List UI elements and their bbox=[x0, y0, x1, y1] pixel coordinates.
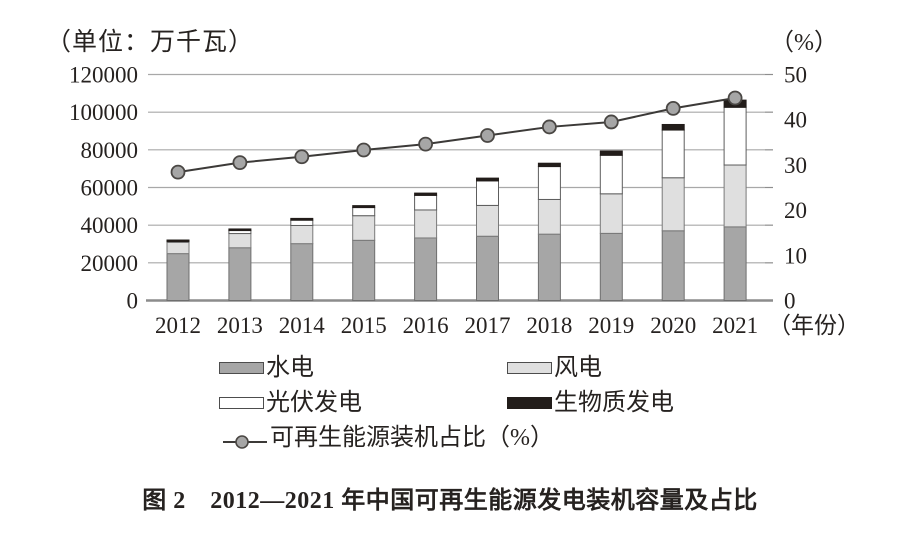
legend-swatch-solar bbox=[219, 397, 264, 409]
legend-item-wind: 风电 bbox=[507, 355, 602, 381]
left-axis-tick-label: 100000 bbox=[69, 100, 138, 125]
bar-segment-光伏发电-2014 bbox=[290, 219, 314, 226]
right-axis-tick-label: 40 bbox=[784, 108, 807, 133]
left-axis-tick-label: 20000 bbox=[81, 251, 139, 276]
bar-segment-风电-2020 bbox=[661, 177, 685, 232]
bar-segment-水电-2020 bbox=[661, 230, 685, 301]
legend-item-solar: 光伏发电 bbox=[219, 390, 362, 416]
bar-segment-生物质发电-2016 bbox=[414, 192, 438, 196]
bar-segment-风电-2019 bbox=[599, 193, 623, 234]
x-axis-label-2018: 2018 bbox=[526, 313, 572, 338]
ratio-point-2015 bbox=[356, 142, 372, 158]
bar-segment-风电-2018 bbox=[537, 198, 561, 235]
right-axis-tick-label: 50 bbox=[784, 63, 807, 88]
x-axis-label-2020: 2020 bbox=[650, 313, 696, 338]
legend-label-solar: 光伏发电 bbox=[266, 390, 362, 416]
ratio-line bbox=[177, 97, 736, 174]
bar-segment-生物质发电-2012 bbox=[166, 239, 190, 243]
bar-segment-水电-2014 bbox=[290, 243, 314, 301]
bar-segment-生物质发电-2018 bbox=[537, 162, 561, 168]
ratio-point-2018 bbox=[542, 119, 557, 135]
bar-segment-水电-2015 bbox=[352, 239, 376, 301]
right-axis-tick-label: 10 bbox=[784, 243, 807, 268]
figure-caption: 图 2 2012—2021 年中国可再生能源发电装机容量及占比 bbox=[142, 488, 758, 514]
bar-segment-风电-2016 bbox=[414, 209, 438, 239]
bar-segment-风电-2014 bbox=[290, 224, 314, 245]
legend-swatch-wind bbox=[507, 362, 552, 374]
legend-swatch-biomass bbox=[507, 397, 552, 409]
bar-segment-风电-2021 bbox=[723, 164, 747, 228]
bar-segment-光伏发电-2017 bbox=[476, 180, 499, 206]
bar-segment-生物质发电-2019 bbox=[599, 150, 623, 156]
bar-segment-生物质发电-2013 bbox=[228, 228, 252, 232]
x-axis-label-2021: 2021 bbox=[712, 313, 758, 338]
ratio-point-2012 bbox=[170, 164, 186, 180]
bar-segment-风电-2017 bbox=[476, 204, 499, 237]
left-axis-tick-label: 60000 bbox=[81, 176, 139, 201]
left-axis-tick-label: 120000 bbox=[69, 63, 138, 88]
bar-segment-水电-2017 bbox=[476, 235, 499, 301]
legend-label-wind: 风电 bbox=[554, 355, 602, 381]
bar-segment-风电-2015 bbox=[352, 215, 376, 241]
ratio-point-2020 bbox=[665, 101, 681, 116]
left-axis-unit-label: （单位：万千瓦） bbox=[46, 29, 255, 56]
chart-canvas: 0 20000 40000 60000 80000 100000 120000 0 10 20 30… bbox=[69, 63, 860, 339]
bar-segment-水电-2019 bbox=[599, 232, 623, 302]
bar-segment-光伏发电-2021 bbox=[723, 106, 747, 166]
bar-segment-水电-2018 bbox=[537, 233, 561, 301]
right-axis-tick-label: 20 bbox=[784, 198, 807, 223]
bar-segment-水电-2012 bbox=[166, 253, 190, 302]
bar-segment-生物质发电-2014 bbox=[290, 217, 314, 221]
ratio-point-2019 bbox=[603, 114, 619, 130]
x-axis-label-2017: 2017 bbox=[465, 313, 511, 338]
ratio-point-2013 bbox=[232, 155, 248, 171]
x-axis-label-2016: 2016 bbox=[403, 313, 449, 338]
legend-item-hydro: 水电 bbox=[219, 355, 314, 381]
legend-swatch-hydro bbox=[219, 362, 264, 374]
left-axis-tick-label: 80000 bbox=[81, 138, 139, 163]
left-axis-tick-label: 0 bbox=[127, 289, 139, 314]
x-axis-label-2014: 2014 bbox=[279, 313, 326, 338]
right-axis-unit-label: （%） bbox=[770, 30, 838, 56]
bar-segment-水电-2013 bbox=[228, 247, 252, 301]
bar-segment-生物质发电-2015 bbox=[352, 205, 376, 209]
bar-segment-水电-2016 bbox=[414, 237, 438, 302]
bar-segment-光伏发电-2016 bbox=[414, 194, 438, 211]
bar-segment-光伏发电-2020 bbox=[661, 129, 685, 179]
ratio-point-2017 bbox=[480, 128, 495, 143]
bar-segment-光伏发电-2019 bbox=[599, 154, 623, 195]
bar-segment-水电-2021 bbox=[723, 226, 747, 302]
x-axis-label-2012: 2012 bbox=[155, 313, 201, 338]
x-axis-unit-label: （年份） bbox=[768, 313, 860, 338]
bar-segment-风电-2012 bbox=[166, 241, 190, 255]
legend-label-hydro: 水电 bbox=[266, 355, 314, 381]
x-axis-label-2015: 2015 bbox=[341, 313, 387, 338]
right-axis-tick-label: 30 bbox=[784, 153, 807, 178]
legend-line-marker-icon bbox=[222, 430, 268, 449]
legend-item-ratio-line: 可再生能源装机占比（%） bbox=[222, 425, 554, 451]
ratio-point-2016 bbox=[418, 136, 434, 152]
bar-segment-生物质发电-2020 bbox=[661, 123, 685, 131]
legend-label-ratio: 可再生能源装机占比（%） bbox=[270, 425, 554, 451]
ratio-point-2021 bbox=[727, 90, 743, 106]
bar-segment-生物质发电-2017 bbox=[476, 177, 499, 182]
x-axis-label-2019: 2019 bbox=[588, 313, 634, 338]
ratio-point-2014 bbox=[294, 149, 310, 165]
legend-label-biomass: 生物质发电 bbox=[554, 390, 674, 416]
bar-segment-光伏发电-2018 bbox=[537, 166, 561, 200]
left-axis-tick-label: 40000 bbox=[81, 213, 139, 238]
bar-segment-风电-2013 bbox=[228, 233, 252, 249]
x-axis-label-2013: 2013 bbox=[217, 313, 263, 338]
legend-item-biomass: 生物质发电 bbox=[507, 390, 674, 416]
bar-segment-光伏发电-2015 bbox=[352, 207, 376, 217]
right-axis-tick-label: 0 bbox=[784, 289, 796, 314]
